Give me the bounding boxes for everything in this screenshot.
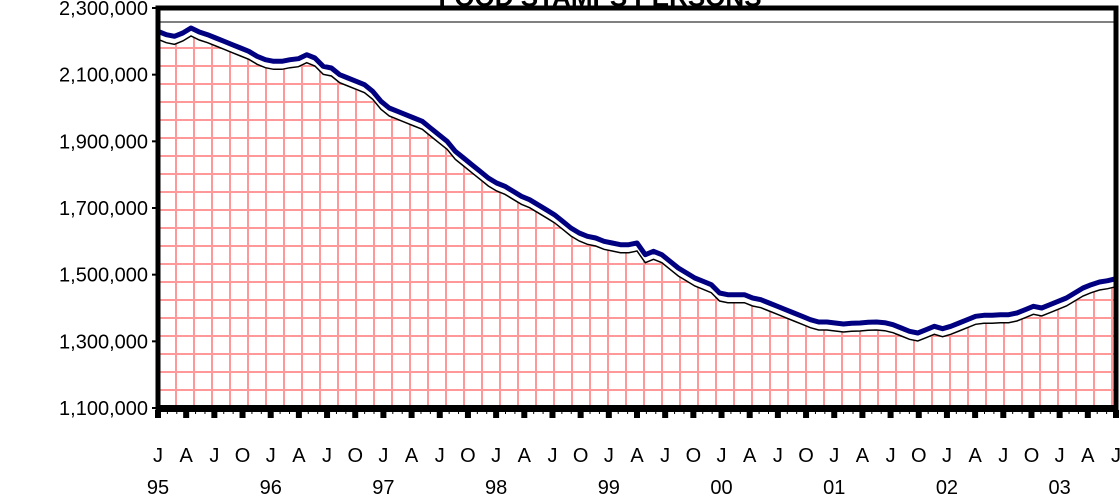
x-tick-label: J: [773, 445, 783, 467]
x-tick: [1000, 410, 1007, 418]
x-tick-label: A: [630, 445, 644, 467]
x-tick-label: J: [998, 445, 1008, 467]
x-tick: [521, 410, 528, 418]
y-tick-label: 1,900,000: [59, 131, 148, 153]
y-tick-label: 2,100,000: [59, 65, 148, 87]
x-tick-label: O: [347, 445, 363, 467]
x-tick-label: O: [573, 445, 589, 467]
chart-title: FOOD STAMPS PERSONS: [438, 0, 761, 12]
x-tick-label: J: [660, 445, 670, 467]
x-tick: [1056, 410, 1063, 418]
x-tick: [690, 410, 697, 418]
x-tick: [324, 410, 331, 418]
x-tick: [493, 410, 500, 418]
x-tick: [352, 410, 359, 418]
y-tick-label: 1,300,000: [59, 331, 148, 353]
y-tick-label: 1,500,000: [59, 265, 148, 287]
x-tick: [634, 410, 640, 418]
series-shadow-line: [157, 35, 1117, 342]
x-tick: [295, 410, 302, 418]
x-tick: [803, 410, 810, 418]
x-tick: [436, 410, 443, 418]
y-axis: 1,100,000 1,300,000 1,500,000 1,700,000 1,90…: [59, 0, 158, 420]
x-tick-label: A: [968, 445, 982, 467]
x-axis-bar: [158, 405, 1116, 412]
x-tick-label: A: [518, 445, 532, 467]
x-tick: [859, 410, 866, 418]
x-tick-label: A: [405, 445, 419, 467]
x-tick-label: A: [743, 445, 757, 467]
x-tick-label: O: [798, 445, 814, 467]
x-tick: [831, 410, 838, 418]
x-axis: J A J O J A J O J A J O J A J O J A J O J A J O J A J O J A J O J A J95 96 9…: [147, 410, 1120, 499]
x-tick-label: O: [911, 445, 927, 467]
x-tick-label: J: [1055, 445, 1065, 467]
x-tick-label: O: [1024, 445, 1040, 467]
x-tick-label: J: [717, 445, 727, 467]
x-year-label: 99: [598, 477, 620, 499]
x-tick-label: J: [829, 445, 839, 467]
x-tick: [239, 410, 246, 418]
x-tick-label: J: [266, 445, 276, 467]
x-tick-label: J: [491, 445, 501, 467]
x-tick-label: A: [292, 445, 306, 467]
y-tick-label: 2,300,000: [59, 0, 148, 20]
y-tick-label: 1,700,000: [59, 198, 148, 220]
y-tick-label: 1,100,000: [59, 398, 148, 420]
x-tick: [155, 410, 161, 418]
x-tick: [972, 410, 979, 418]
x-year-label: 97: [372, 477, 394, 499]
x-tick-label: J: [942, 445, 952, 467]
x-tick-label: A: [180, 445, 194, 467]
x-tick-label: J: [322, 445, 332, 467]
x-tick: [605, 410, 612, 418]
series-line: [157, 25, 1117, 336]
x-year-label: 02: [936, 477, 958, 499]
x-tick: [211, 410, 218, 418]
x-tick-label: O: [686, 445, 702, 467]
x-year-label: 98: [485, 477, 507, 499]
x-tick-label: J: [435, 445, 445, 467]
plot-background: [158, 8, 1116, 408]
x-tick-label: J: [209, 445, 219, 467]
x-year-label: 03: [1049, 477, 1071, 499]
x-year-label: 00: [710, 477, 732, 499]
x-tick: [577, 410, 584, 418]
x-tick: [887, 410, 894, 418]
x-year-label: 95: [147, 477, 169, 499]
x-tick-label: J: [604, 445, 614, 467]
x-year-label: 96: [260, 477, 282, 499]
x-tick: [464, 410, 471, 418]
x-tick: [549, 410, 556, 418]
x-tick-label: J: [153, 445, 163, 467]
plot-area: [155, 5, 1119, 412]
x-year-label: 01: [823, 477, 845, 499]
x-tick-label: J: [1111, 445, 1120, 467]
x-tick-label: O: [460, 445, 476, 467]
x-tick: [1028, 410, 1035, 418]
x-tick: [183, 410, 190, 418]
x-tick-label: J: [547, 445, 557, 467]
x-tick: [1084, 410, 1091, 418]
x-tick-label: A: [856, 445, 870, 467]
x-tick-label: O: [235, 445, 251, 467]
x-tick: [408, 410, 415, 418]
x-tick: [1113, 410, 1119, 418]
x-tick: [380, 410, 387, 418]
x-tick-label: J: [886, 445, 896, 467]
x-tick: [915, 410, 922, 418]
x-tick: [943, 410, 950, 418]
x-tick: [774, 410, 781, 418]
x-tick: [662, 410, 669, 418]
x-tick-label: A: [1081, 445, 1095, 467]
x-tick: [267, 410, 274, 418]
x-tick-label: J: [378, 445, 388, 467]
x-tick: [718, 410, 725, 418]
x-tick: [746, 410, 753, 418]
